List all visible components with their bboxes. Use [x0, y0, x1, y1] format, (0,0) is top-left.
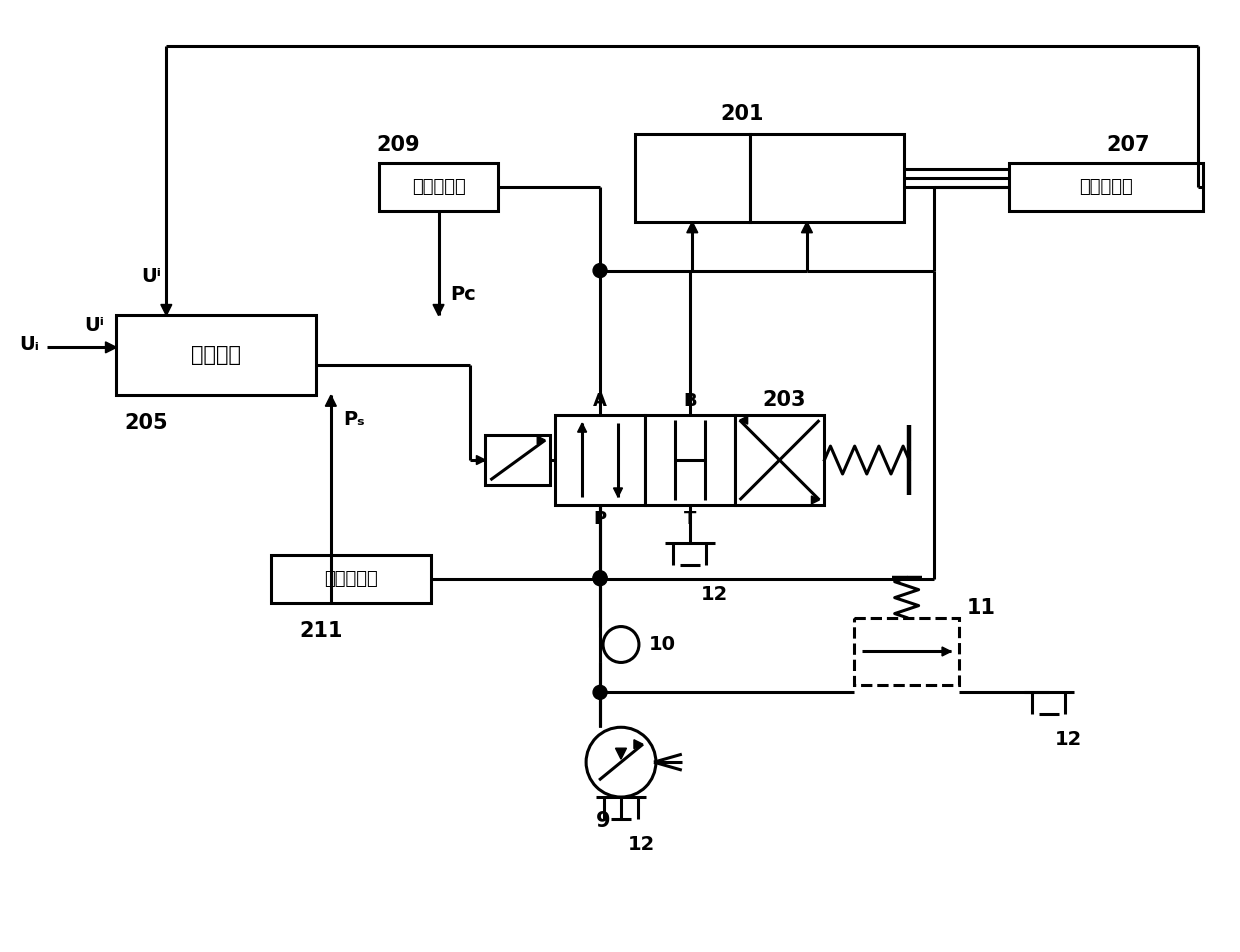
Polygon shape — [739, 416, 748, 425]
Polygon shape — [578, 423, 587, 432]
Text: 10: 10 — [649, 635, 676, 654]
Text: 207: 207 — [1107, 135, 1151, 155]
Bar — [734, 415, 825, 505]
Polygon shape — [476, 456, 485, 465]
Text: 209: 209 — [377, 135, 420, 155]
Bar — [485, 435, 551, 485]
Polygon shape — [687, 222, 698, 232]
Circle shape — [593, 572, 608, 585]
Text: Pₛ: Pₛ — [342, 410, 365, 429]
Polygon shape — [614, 488, 622, 497]
Text: 9: 9 — [595, 811, 610, 831]
Bar — [117, 315, 316, 395]
Polygon shape — [801, 222, 812, 232]
Text: 201: 201 — [720, 104, 764, 124]
Text: Uⁱ: Uⁱ — [141, 267, 161, 286]
Polygon shape — [105, 342, 117, 353]
Circle shape — [593, 264, 608, 278]
Bar — [556, 415, 645, 505]
Polygon shape — [634, 740, 642, 748]
Bar — [272, 555, 430, 603]
Text: Uⁱ: Uⁱ — [84, 316, 104, 335]
Polygon shape — [811, 496, 820, 504]
Text: 12: 12 — [701, 585, 728, 604]
Polygon shape — [161, 305, 172, 315]
Text: T: T — [683, 510, 696, 528]
Text: 控制装置: 控制装置 — [191, 346, 242, 366]
Text: 11: 11 — [967, 598, 996, 618]
Polygon shape — [433, 305, 444, 315]
Text: 211: 211 — [299, 621, 342, 641]
Text: 12: 12 — [1055, 730, 1083, 749]
Bar — [854, 618, 959, 685]
Text: 203: 203 — [763, 390, 806, 410]
Text: 205: 205 — [124, 413, 169, 433]
Text: 第二感测器: 第二感测器 — [412, 178, 465, 196]
Text: 第三感测部: 第三感测部 — [324, 569, 378, 587]
Text: A: A — [593, 392, 608, 410]
Polygon shape — [942, 647, 951, 656]
Text: 第一感测部: 第一感测部 — [1079, 178, 1133, 196]
Polygon shape — [537, 436, 546, 444]
Polygon shape — [615, 748, 626, 759]
Text: P: P — [594, 510, 606, 528]
Bar — [378, 163, 498, 210]
Bar — [645, 415, 734, 505]
Text: Pᴄ: Pᴄ — [450, 285, 476, 304]
Text: Uᵢ: Uᵢ — [20, 335, 40, 354]
Bar — [635, 134, 750, 222]
Bar — [750, 134, 904, 222]
Text: 12: 12 — [627, 835, 655, 854]
Polygon shape — [325, 395, 336, 407]
Bar — [1009, 163, 1203, 210]
Text: B: B — [683, 392, 697, 410]
Circle shape — [593, 685, 608, 700]
Circle shape — [593, 570, 608, 585]
